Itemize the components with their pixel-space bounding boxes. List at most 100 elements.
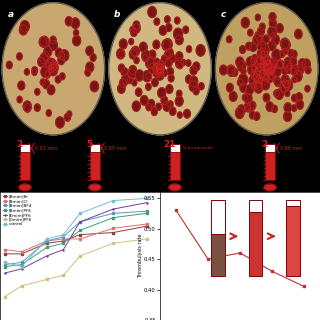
Text: a: a — [7, 10, 13, 19]
Circle shape — [135, 88, 142, 96]
Circle shape — [162, 55, 167, 62]
Circle shape — [2, 3, 105, 135]
Circle shape — [89, 184, 101, 191]
Circle shape — [237, 61, 246, 71]
Circle shape — [283, 60, 292, 71]
Circle shape — [118, 84, 125, 93]
Circle shape — [237, 79, 243, 86]
Circle shape — [35, 104, 40, 111]
Y-axis label: Thrombulysis rate: Thrombulysis rate — [138, 234, 143, 278]
Circle shape — [175, 17, 180, 24]
[Emim]PF6 — [111, 207, 115, 211]
Circle shape — [41, 66, 50, 77]
Circle shape — [74, 30, 79, 36]
Bar — [20, 144, 30, 152]
Circle shape — [147, 57, 156, 68]
Circle shape — [43, 80, 50, 89]
Text: c: c — [221, 10, 226, 19]
Circle shape — [199, 83, 204, 90]
Circle shape — [220, 65, 227, 75]
[Emim]PF6 — [3, 271, 7, 275]
Circle shape — [240, 46, 246, 53]
Circle shape — [158, 69, 163, 76]
Legend: [Bmim]Br, [Bmim]Cl, [Bmim]BF4, [Bmim]PF6, [Emim]PF6, [Omim]PF6, control: [Bmim]Br, [Bmim]Cl, [Bmim]BF4, [Bmim]PF6… — [2, 194, 33, 227]
Circle shape — [143, 54, 148, 61]
Circle shape — [269, 72, 275, 80]
Circle shape — [177, 90, 182, 97]
Circle shape — [245, 105, 251, 112]
Circle shape — [282, 68, 287, 74]
[Bmim]Br — [78, 233, 82, 236]
control — [45, 237, 49, 241]
Circle shape — [135, 70, 144, 81]
Circle shape — [51, 62, 57, 70]
Circle shape — [190, 66, 197, 75]
Circle shape — [255, 32, 262, 40]
Circle shape — [146, 58, 154, 68]
Bar — [265, 152, 275, 180]
Circle shape — [281, 39, 290, 51]
Circle shape — [166, 84, 173, 93]
Circle shape — [250, 111, 255, 119]
Circle shape — [18, 81, 25, 90]
[Bmim]Cl — [20, 250, 24, 254]
Circle shape — [241, 68, 246, 75]
Circle shape — [285, 80, 292, 91]
Circle shape — [253, 35, 262, 45]
Circle shape — [264, 64, 272, 74]
Circle shape — [39, 37, 47, 47]
Circle shape — [260, 51, 268, 62]
Circle shape — [45, 72, 50, 78]
Line: [Bmim]BF4: [Bmim]BF4 — [4, 210, 148, 266]
Circle shape — [166, 24, 172, 31]
Circle shape — [23, 101, 31, 111]
Circle shape — [49, 62, 57, 71]
Circle shape — [256, 75, 263, 84]
Circle shape — [272, 49, 281, 60]
Circle shape — [246, 57, 254, 67]
Circle shape — [258, 41, 266, 52]
Circle shape — [241, 18, 249, 28]
control — [3, 260, 7, 264]
Circle shape — [270, 58, 278, 68]
Circle shape — [284, 58, 292, 68]
Circle shape — [129, 50, 137, 59]
[Omim]PF6 — [78, 254, 82, 258]
Circle shape — [248, 29, 253, 36]
Circle shape — [269, 13, 276, 21]
Circle shape — [305, 66, 311, 74]
Circle shape — [58, 56, 64, 65]
Circle shape — [120, 79, 126, 88]
Circle shape — [165, 59, 172, 67]
Circle shape — [263, 56, 270, 65]
Circle shape — [118, 64, 124, 72]
Bar — [20, 152, 30, 180]
Circle shape — [130, 27, 135, 33]
Circle shape — [156, 69, 163, 78]
Circle shape — [260, 69, 268, 80]
Circle shape — [232, 68, 238, 76]
Circle shape — [255, 55, 263, 65]
Bar — [170, 144, 180, 152]
Circle shape — [24, 69, 29, 75]
Circle shape — [156, 64, 164, 74]
Circle shape — [32, 69, 37, 76]
Circle shape — [165, 48, 173, 58]
Circle shape — [266, 62, 274, 73]
Circle shape — [260, 44, 269, 55]
Circle shape — [184, 109, 190, 118]
Circle shape — [158, 67, 163, 74]
Circle shape — [285, 90, 290, 97]
Line: control: control — [4, 197, 148, 268]
Circle shape — [175, 96, 183, 106]
Circle shape — [186, 75, 192, 84]
[Omim]PF6 — [3, 295, 7, 299]
Circle shape — [282, 48, 288, 55]
Text: f: f — [125, 181, 129, 191]
control — [78, 212, 82, 215]
Circle shape — [169, 54, 175, 62]
Circle shape — [132, 46, 139, 56]
Circle shape — [153, 63, 161, 75]
Circle shape — [257, 36, 262, 43]
Circle shape — [148, 63, 156, 74]
